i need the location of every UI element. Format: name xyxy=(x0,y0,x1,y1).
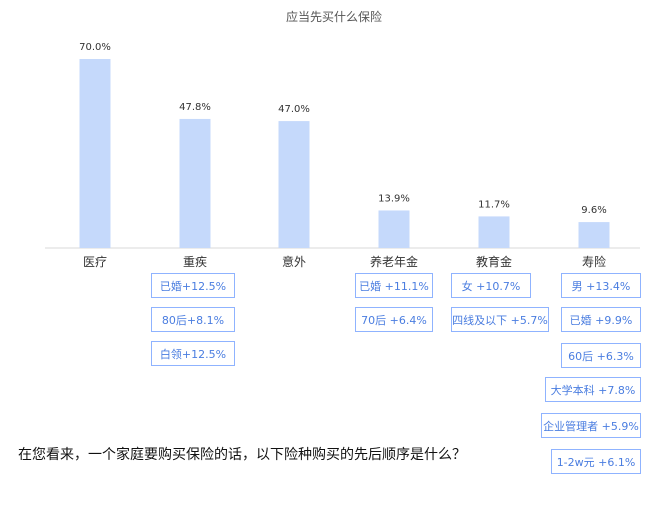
annotation-badge-9: 60后 +6.3% xyxy=(561,343,641,368)
category-label-2: 意外 xyxy=(282,254,306,269)
data-label-5: 9.6% xyxy=(581,205,606,216)
bar-0 xyxy=(79,59,111,248)
bar-4 xyxy=(478,216,510,248)
annotation-badge-12: 1-2w元 +6.1% xyxy=(551,449,641,474)
annotation-badge-6: 四线及以下 +5.7% xyxy=(451,307,549,332)
annotation-badge-11: 企业管理者 +5.9% xyxy=(541,413,641,438)
data-label-3: 13.9% xyxy=(378,193,410,204)
annotation-badge-5: 女 +10.7% xyxy=(451,273,531,298)
data-label-4: 11.7% xyxy=(478,199,510,210)
annotation-badge-0: 已婚+12.5% xyxy=(151,273,235,298)
category-label-0: 医疗 xyxy=(83,255,107,269)
category-label-4: 教育金 xyxy=(476,254,512,269)
chart-title: 应当先买什么保险 xyxy=(285,10,382,24)
annotation-badge-2: 白领+12.5% xyxy=(151,341,235,366)
bar-5 xyxy=(578,222,610,248)
category-label-3: 养老年金 xyxy=(370,254,418,269)
annotation-badge-8: 已婚 +9.9% xyxy=(561,307,641,332)
category-label-5: 寿险 xyxy=(582,254,606,269)
data-label-0: 70.0% xyxy=(79,42,111,53)
annotation-badge-4: 70后 +6.4% xyxy=(355,307,433,332)
data-label-2: 47.0% xyxy=(278,104,310,115)
data-label-1: 47.8% xyxy=(179,102,211,113)
annotation-badge-10: 大学本科 +7.8% xyxy=(545,377,641,402)
bar-3 xyxy=(378,210,410,248)
bar-1 xyxy=(179,118,211,248)
bar-2 xyxy=(278,121,310,248)
annotation-badge-1: 80后+8.1% xyxy=(151,307,235,332)
annotation-badge-3: 已婚 +11.1% xyxy=(355,273,433,298)
annotation-badge-7: 男 +13.4% xyxy=(561,273,641,298)
question-text: 在您看来，一个家庭要购买保险的话，以下险种购买的先后顺序是什么？ xyxy=(18,447,466,463)
category-label-1: 重疾 xyxy=(183,254,207,269)
